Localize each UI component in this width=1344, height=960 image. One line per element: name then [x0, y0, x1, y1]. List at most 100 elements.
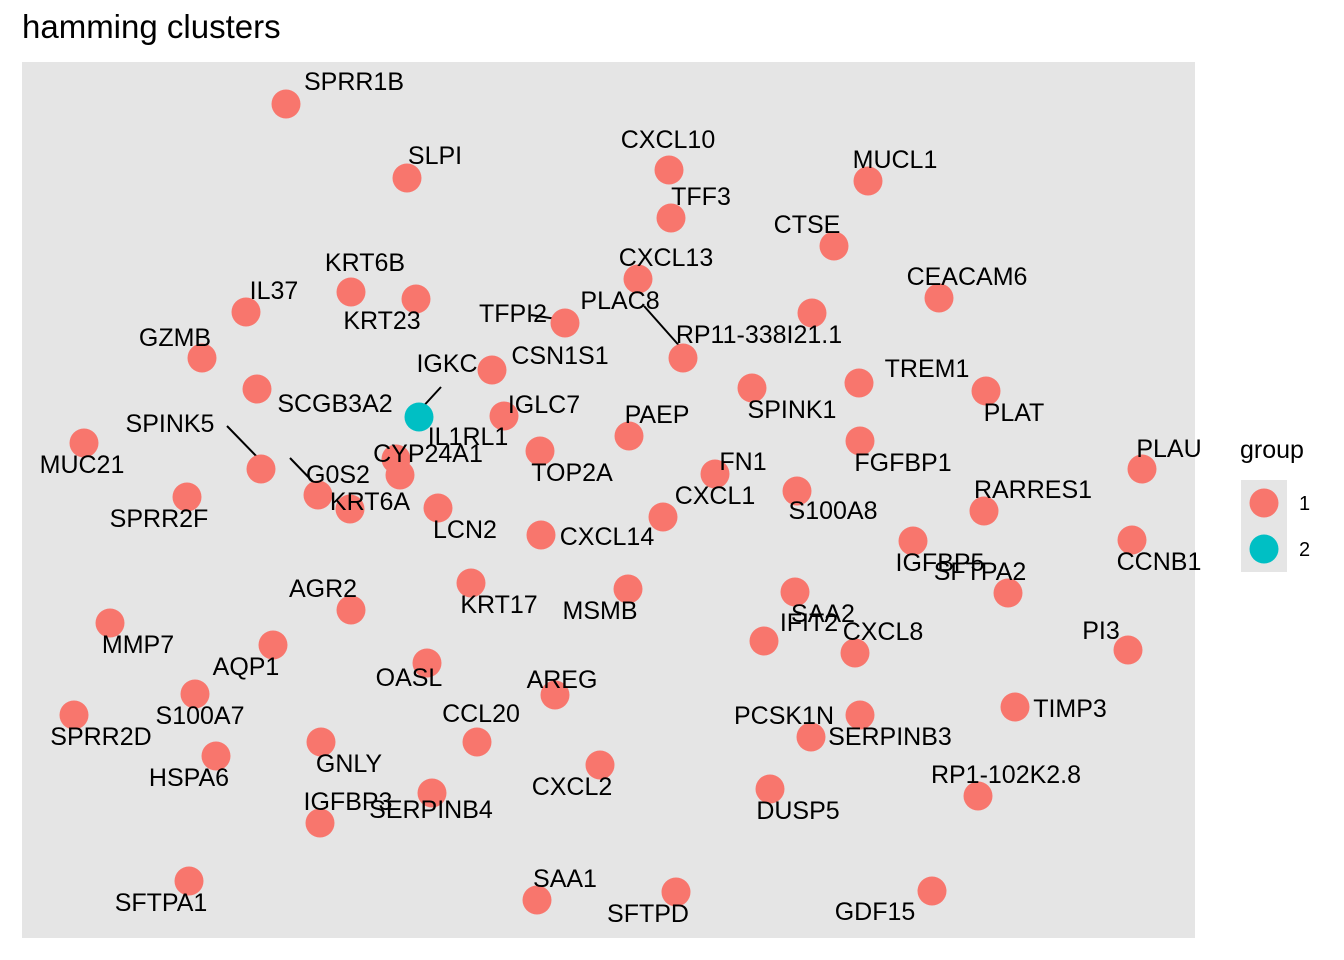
point-label-s100a7: S100A7	[156, 702, 245, 730]
point-label-timp3: TIMP3	[1033, 695, 1107, 723]
point-label-msmb: MSMB	[563, 597, 638, 625]
point-label-cxcl2: CXCL2	[532, 773, 613, 801]
point-label-sftpa1: SFTPA1	[115, 889, 208, 917]
point-paep	[614, 421, 644, 451]
point-label-plac8: PLAC8	[580, 287, 659, 315]
point-label-cxcl8: CXCL8	[843, 618, 924, 646]
leader-line-rp11-338i21.1	[643, 305, 684, 351]
point-krt23	[401, 284, 431, 314]
point-label-igkc: IGKC	[416, 350, 477, 378]
point-label-tfpi2: TFPI2	[479, 300, 547, 328]
point-label-sprr2f: SPRR2F	[110, 505, 209, 533]
point-il37	[231, 297, 261, 327]
point-label-krt23: KRT23	[343, 307, 420, 335]
point-cxcl14	[526, 520, 556, 550]
point-serpinb3	[845, 700, 875, 730]
point-timp3	[1000, 692, 1030, 722]
point-label-rarres1: RARRES1	[974, 476, 1092, 504]
point-cxcl10	[654, 155, 684, 185]
point-sftpa2	[993, 578, 1023, 608]
point-pcsk1n	[796, 722, 826, 752]
point-cxcl1	[648, 502, 678, 532]
point-g0s2	[303, 480, 333, 510]
point-label-paep: PAEP	[625, 401, 690, 429]
point-label-krt6a: KRT6A	[330, 488, 410, 516]
point-spink5	[246, 454, 276, 484]
point-cyp24a1	[385, 460, 415, 490]
legend: group 1 2	[1240, 436, 1310, 572]
point-ccnb1	[1117, 525, 1147, 555]
point-label-fn1: FN1	[719, 448, 766, 476]
point-plat	[971, 376, 1001, 406]
point-label-oasl: OASL	[376, 664, 443, 692]
point-dusp5	[755, 774, 785, 804]
point-s100a7	[180, 679, 210, 709]
legend-swatch-2	[1249, 534, 1279, 564]
point-label-trem1: TREM1	[885, 355, 970, 383]
point-label-spink5: SPINK5	[126, 410, 215, 438]
point-label-mmp7: MMP7	[102, 631, 174, 659]
point-slpi	[392, 163, 422, 193]
point-krt6a	[335, 494, 365, 524]
legend-swatch-1	[1249, 488, 1279, 518]
point-label-il1rl1: IL1RL1	[428, 423, 509, 451]
point-layer	[59, 89, 1157, 915]
point-label-cxcl1: CXCL1	[675, 482, 756, 510]
point-ctse	[819, 231, 849, 261]
point-label-gzmb: GZMB	[139, 324, 211, 352]
point-cxcl13	[623, 264, 653, 294]
point-pi3	[1113, 635, 1143, 665]
point-label-pcsk1n: PCSK1N	[734, 702, 834, 730]
point-igkc	[404, 402, 434, 432]
point-label-lcn2: LCN2	[433, 516, 497, 544]
point-label-spink1: SPINK1	[748, 396, 837, 424]
point-label-rp11-338i21.1: RP11-338I21.1	[676, 321, 842, 349]
point-label-ccl20: CCL20	[442, 700, 520, 728]
point-igfbp3	[305, 808, 335, 838]
point-rarres1	[969, 496, 999, 526]
point-label-csn1s1: CSN1S1	[511, 342, 608, 370]
point-label-il37: IL37	[250, 277, 299, 305]
leader-line-spink5	[226, 425, 262, 462]
point-agr2	[336, 595, 366, 625]
point-label-s100a8: S100A8	[789, 497, 878, 525]
point-saa1	[522, 885, 552, 915]
legend-label-2: 2	[1299, 539, 1310, 561]
point-sftpd	[661, 877, 691, 907]
point-label-plau: PLAU	[1136, 435, 1201, 463]
point-fn1	[700, 459, 730, 489]
point-label-fgfbp1: FGFBP1	[854, 449, 951, 477]
point-trem1	[844, 368, 874, 398]
point-label-slpi: SLPI	[408, 142, 462, 170]
point-tff3	[656, 203, 686, 233]
label-layer: SPRR1B SLPI CXCL10 MUCL1 TFF3 CTSE CXCL13 CEACA…	[40, 68, 1202, 928]
point-label-plat: PLAT	[984, 399, 1045, 427]
point-label-hspa6: HSPA6	[149, 764, 229, 792]
point-label-igfbp3: IGFBP3	[304, 788, 393, 816]
point-spink1	[737, 373, 767, 403]
point-label-ceacam6: CEACAM6	[907, 263, 1028, 291]
point-label-areg: AREG	[527, 666, 598, 694]
point-label-sprr1b: SPRR1B	[304, 68, 404, 96]
point-label-cyp24a1: CYP24A1	[373, 440, 483, 468]
point-label-tff3: TFF3	[671, 183, 731, 211]
plot-panel	[22, 62, 1195, 938]
point-msmb	[613, 574, 643, 604]
point-hspa6	[201, 741, 231, 771]
point-fgfbp1	[845, 426, 875, 456]
point-s100a8	[782, 476, 812, 506]
point-ifit2	[749, 626, 779, 656]
point-top2a	[525, 436, 555, 466]
point-label-sprr2d: SPRR2D	[50, 723, 151, 751]
point-cxcl2	[585, 750, 615, 780]
point-label-sftpa2: SFTPA2	[934, 558, 1027, 586]
point-label-gdf15: GDF15	[835, 898, 916, 926]
point-gnly	[306, 727, 336, 757]
point-rp1-102k2.8	[963, 781, 993, 811]
point-mucl1	[853, 166, 883, 196]
point-krt17	[456, 568, 486, 598]
point-oasl	[412, 648, 442, 678]
point-label-cxcl13: CXCL13	[619, 244, 714, 272]
point-saa2	[780, 577, 810, 607]
